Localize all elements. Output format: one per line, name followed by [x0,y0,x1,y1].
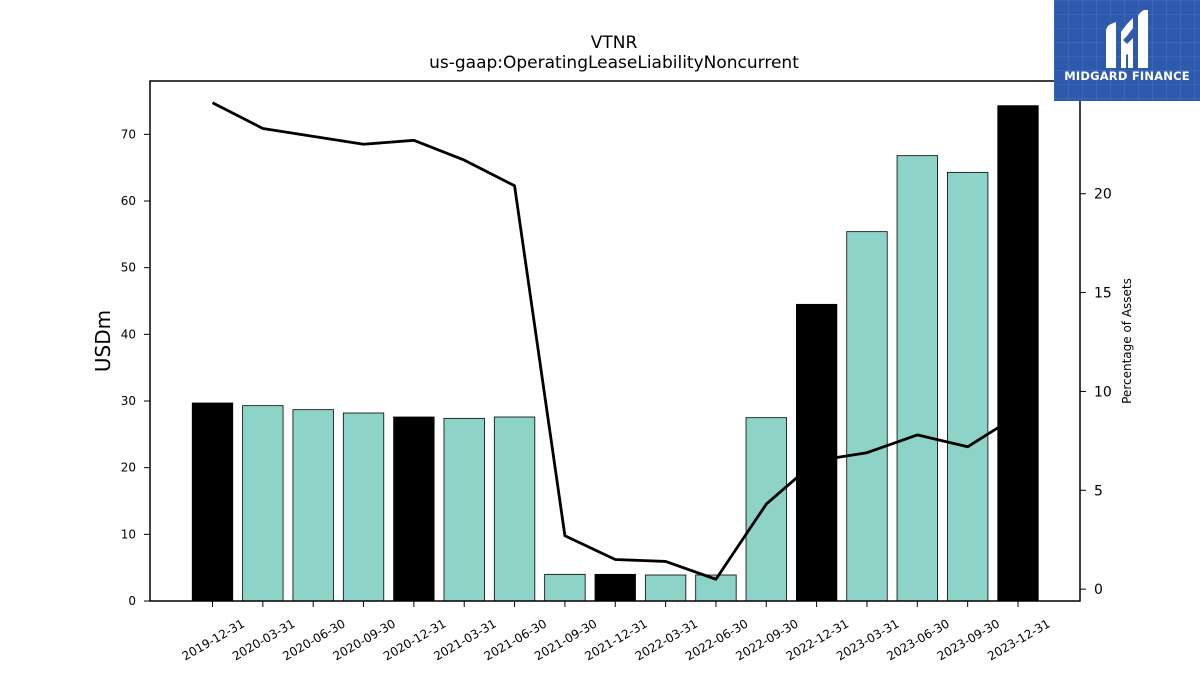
y-tick-label: 0 [128,594,136,608]
bar-2022-03-31 [644,574,687,602]
y2-tick-label: 5 [1094,483,1103,499]
bar-2020-03-31 [242,405,284,602]
bar-2020-09-30 [342,412,385,602]
y2-tick-label: 15 [1094,286,1112,302]
y2-tick-label: 20 [1094,187,1112,203]
y-axis-label: USDm [91,310,115,372]
bar-2022-09-30 [745,417,787,602]
chart-subtitle: us-gaap:OperatingLeaseLiabilityNoncurren… [429,53,799,73]
right-axis: 0 5 10 15 20 [1080,187,1112,598]
bar-2023-03-31 [846,231,888,602]
bar-2021-03-31 [443,417,485,602]
chart-title: VTNR [591,33,638,53]
bar-2020-12-31 [393,416,435,602]
bar-2023-06-30 [896,155,938,602]
y-tick-label: 20 [121,461,136,475]
x-axis: 2019-12-312020-03-312020-06-302020-09-30… [180,601,1053,663]
y-tick-label: 60 [121,194,136,208]
line-group [211,101,1019,581]
left-axis: 0 10 20 30 40 50 60 70 [121,127,150,608]
bar-2022-12-31 [795,303,838,602]
y-tick-label: 70 [121,127,136,141]
y-tick-label: 30 [121,394,136,408]
y2-tick-label: 0 [1094,582,1103,598]
plot-frame [149,80,1081,602]
percentage-line [211,101,1019,581]
bars-group [191,105,1039,602]
midgard-finance-logo: MIDGARD FINANCE [1054,0,1200,101]
bar-2023-12-31 [997,105,1039,602]
bar-2021-09-30 [544,573,586,602]
logo-mark-icon [1106,10,1148,68]
bar-2023-09-30 [947,171,989,602]
y2-tick-label: 10 [1094,384,1112,400]
bar-2019-12-31 [191,402,234,602]
y-tick-label: 10 [121,527,136,541]
y-tick-label: 50 [121,261,136,275]
y-tick-label: 40 [121,327,136,341]
bar-2021-06-30 [493,416,536,602]
bar-2020-06-30 [292,409,334,602]
y2-axis-label: Percentage of Assets [1120,278,1134,404]
logo-text: MIDGARD FINANCE [1064,69,1190,83]
bar-2021-12-31 [594,573,636,602]
